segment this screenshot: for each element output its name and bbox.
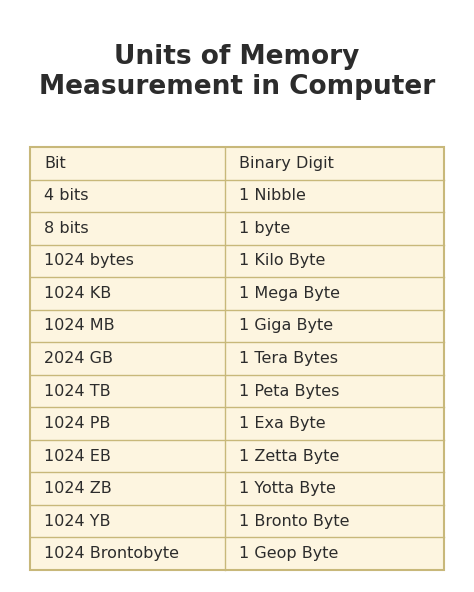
Text: 1 Yotta Byte: 1 Yotta Byte xyxy=(238,481,336,496)
Text: 1 Giga Byte: 1 Giga Byte xyxy=(238,318,333,333)
Bar xyxy=(30,147,444,570)
Text: 1 Peta Bytes: 1 Peta Bytes xyxy=(238,384,339,398)
Text: 1024 PB: 1024 PB xyxy=(44,416,110,431)
Text: 1024 YB: 1024 YB xyxy=(44,514,110,529)
Text: 1 byte: 1 byte xyxy=(238,221,290,236)
Text: 8 bits: 8 bits xyxy=(44,221,89,236)
Text: 1 Zetta Byte: 1 Zetta Byte xyxy=(238,449,339,464)
Text: 2024 GB: 2024 GB xyxy=(44,351,113,366)
Text: 1 Mega Byte: 1 Mega Byte xyxy=(238,286,339,301)
Text: Bit: Bit xyxy=(44,156,66,170)
Text: 1 Tera Bytes: 1 Tera Bytes xyxy=(238,351,337,366)
Text: Units of Memory
Measurement in Computer: Units of Memory Measurement in Computer xyxy=(39,44,435,100)
Text: 1024 MB: 1024 MB xyxy=(44,318,115,333)
Text: 1 Nibble: 1 Nibble xyxy=(238,188,305,203)
Text: 1 Kilo Byte: 1 Kilo Byte xyxy=(238,253,325,268)
Text: 4 bits: 4 bits xyxy=(44,188,89,203)
Text: Binary Digit: Binary Digit xyxy=(238,156,333,170)
Text: 1024 bytes: 1024 bytes xyxy=(44,253,134,268)
Text: 1 Geop Byte: 1 Geop Byte xyxy=(238,546,338,561)
Text: 1 Exa Byte: 1 Exa Byte xyxy=(238,416,325,431)
Text: 1024 Brontobyte: 1024 Brontobyte xyxy=(44,546,179,561)
Text: 1024 TB: 1024 TB xyxy=(44,384,110,398)
Text: 1024 ZB: 1024 ZB xyxy=(44,481,112,496)
Text: 1 Bronto Byte: 1 Bronto Byte xyxy=(238,514,349,529)
Text: 1024 KB: 1024 KB xyxy=(44,286,111,301)
Text: 1024 EB: 1024 EB xyxy=(44,449,111,464)
